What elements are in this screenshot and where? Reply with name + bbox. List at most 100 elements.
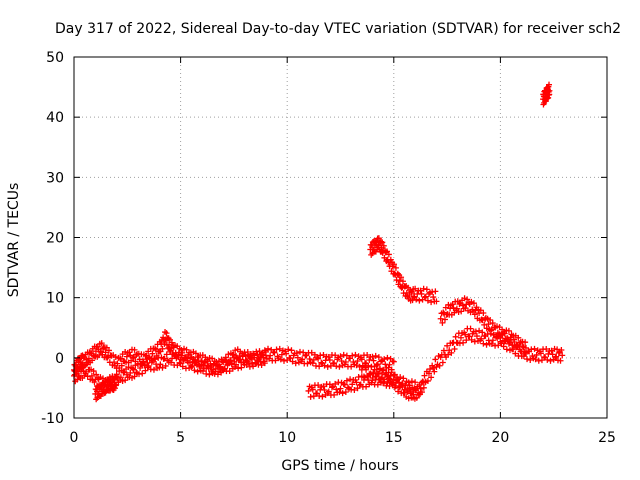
data-point bbox=[380, 367, 387, 374]
data-point bbox=[400, 375, 407, 382]
data-point bbox=[194, 368, 201, 375]
data-point bbox=[339, 390, 346, 397]
data-point bbox=[337, 385, 344, 392]
data-point bbox=[381, 378, 388, 385]
data-point bbox=[283, 350, 290, 357]
data-point bbox=[271, 349, 278, 356]
data-point bbox=[222, 357, 229, 364]
data-point bbox=[483, 341, 490, 348]
data-point bbox=[448, 349, 455, 356]
data-point bbox=[515, 334, 522, 341]
data-point bbox=[500, 343, 507, 350]
data-point bbox=[386, 361, 393, 368]
data-point bbox=[466, 333, 473, 340]
data-point bbox=[278, 351, 285, 358]
data-point bbox=[239, 353, 246, 360]
data-points bbox=[71, 81, 566, 403]
data-point bbox=[363, 366, 370, 373]
data-point bbox=[470, 300, 477, 307]
data-point bbox=[235, 365, 242, 372]
data-point bbox=[392, 264, 399, 271]
data-point bbox=[150, 366, 157, 373]
data-point bbox=[320, 351, 327, 358]
data-point bbox=[198, 357, 205, 364]
axis-ticks: 0 5 10 15 20 25 -10 0 10 20 30 40 50 bbox=[41, 50, 616, 446]
data-point bbox=[378, 358, 385, 365]
data-point bbox=[386, 375, 393, 382]
data-point bbox=[488, 327, 495, 334]
data-point bbox=[385, 251, 392, 258]
data-point bbox=[90, 368, 97, 375]
data-point bbox=[369, 353, 376, 360]
data-point bbox=[456, 301, 463, 308]
data-point bbox=[437, 315, 444, 322]
data-point bbox=[395, 388, 402, 395]
data-point bbox=[430, 294, 437, 301]
data-point bbox=[421, 294, 428, 301]
data-point bbox=[364, 352, 371, 359]
data-point bbox=[445, 351, 452, 358]
x-tick-label: 15 bbox=[385, 430, 403, 446]
data-point bbox=[413, 296, 420, 303]
data-point bbox=[316, 363, 323, 370]
data-point bbox=[380, 242, 387, 249]
data-point bbox=[337, 353, 344, 360]
data-series bbox=[358, 362, 419, 395]
data-point bbox=[210, 360, 217, 367]
x-tick-label: 0 bbox=[70, 430, 79, 446]
data-point bbox=[444, 342, 451, 349]
data-point bbox=[179, 363, 186, 370]
data-point bbox=[305, 387, 312, 394]
data-point bbox=[102, 349, 109, 356]
data-point bbox=[332, 380, 339, 387]
data-point bbox=[276, 345, 283, 352]
data-point bbox=[440, 309, 447, 316]
data-point bbox=[83, 361, 90, 368]
data-point bbox=[127, 369, 134, 376]
data-point bbox=[191, 367, 198, 374]
data-series bbox=[367, 235, 440, 306]
data-point bbox=[388, 369, 395, 376]
data-point bbox=[185, 359, 192, 366]
data-point bbox=[227, 357, 234, 364]
data-point bbox=[190, 355, 197, 362]
data-point bbox=[238, 364, 245, 371]
data-point bbox=[425, 370, 432, 377]
data-point bbox=[384, 354, 391, 361]
data-point bbox=[417, 287, 424, 294]
data-point bbox=[293, 350, 300, 357]
data-point bbox=[453, 305, 460, 312]
y-tick-label: -10 bbox=[41, 411, 64, 427]
data-point bbox=[214, 371, 221, 378]
data-point bbox=[136, 371, 143, 378]
data-point bbox=[485, 321, 492, 328]
data-point bbox=[320, 383, 327, 390]
data-point bbox=[258, 362, 265, 369]
data-point bbox=[476, 327, 483, 334]
data-point bbox=[428, 374, 435, 381]
data-point bbox=[136, 356, 143, 363]
data-point bbox=[254, 351, 261, 358]
data-point bbox=[408, 289, 415, 296]
data-point bbox=[131, 346, 138, 353]
data-point bbox=[112, 374, 119, 381]
data-point bbox=[178, 352, 185, 359]
data-point bbox=[512, 350, 519, 357]
data-point bbox=[520, 344, 527, 351]
data-point bbox=[504, 335, 511, 342]
data-point bbox=[325, 353, 332, 360]
data-point bbox=[342, 388, 349, 395]
data-point bbox=[88, 372, 95, 379]
data-point bbox=[416, 297, 423, 304]
data-point bbox=[431, 368, 438, 375]
data-point bbox=[117, 374, 124, 381]
data-point bbox=[452, 333, 459, 340]
data-point bbox=[260, 354, 267, 361]
data-point bbox=[427, 366, 434, 373]
data-point bbox=[353, 362, 360, 369]
data-point bbox=[139, 370, 146, 377]
data-point bbox=[464, 296, 471, 303]
data-point bbox=[413, 394, 420, 401]
data-point bbox=[159, 345, 166, 352]
data-point bbox=[471, 311, 478, 318]
